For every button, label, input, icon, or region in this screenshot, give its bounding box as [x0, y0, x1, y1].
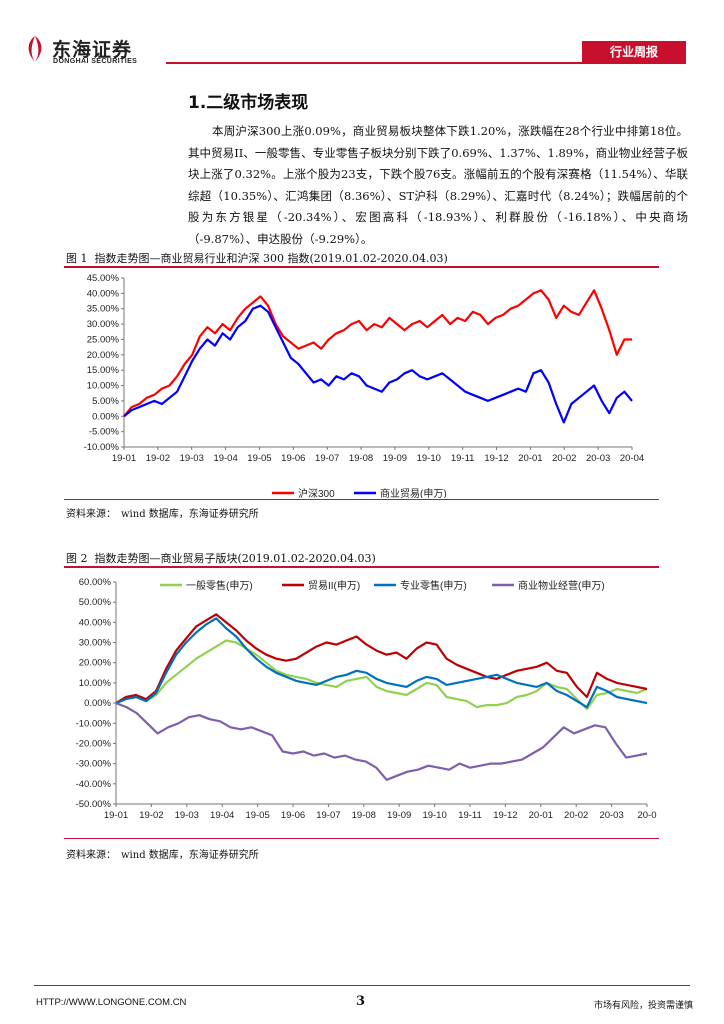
y-tick-label: 10.00%: [87, 381, 120, 392]
y-tick-label: 35.00%: [87, 304, 120, 315]
y-tick-label: 0.00%: [84, 698, 111, 709]
x-tick-label: 19-10: [422, 810, 446, 821]
x-tick-label: 20-01: [529, 810, 553, 821]
series-line-2: [115, 617, 648, 709]
x-tick-label: 19-01: [104, 810, 128, 821]
figure2-chart: -50.00% -40.00% -30.00% -20.00% -10.00% 0.00%…: [76, 577, 657, 821]
x-tick-label: 19-05: [245, 810, 269, 821]
x-tick-label: 19-05: [247, 453, 271, 464]
x-tick-label: 19-06: [281, 453, 305, 464]
x-tick-label: 19-07: [316, 810, 340, 821]
header: 东海证券 DONGHAI SECURITIES 行业周报: [0, 0, 724, 70]
x-tick-label: 20-04: [620, 453, 644, 464]
y-tick-label: 20.00%: [79, 658, 112, 669]
footer-disclaimer: 市场有风险，投资需谨慎: [594, 1001, 694, 1011]
x-tick-label: 20-02: [564, 810, 588, 821]
series-line-0: [115, 639, 648, 711]
figure1-bottom-rule: [64, 499, 659, 500]
legend-label: 沪深300: [298, 487, 335, 498]
figure1-title: 指数走势图—商业贸易行业和沪深 300 指数(2019.01.02-2020.0…: [94, 252, 448, 265]
series-line-1: [123, 304, 633, 424]
y-tick-label: 40.00%: [79, 617, 112, 628]
footer-rule: [34, 985, 690, 986]
y-tick-label: 50.00%: [79, 597, 112, 608]
section-title: 1.二级市场表现: [188, 93, 309, 113]
figure2-bottom-rule: [64, 838, 659, 839]
y-tick-label: 60.00%: [79, 577, 112, 588]
x-tick-label: 19-08: [352, 810, 376, 821]
y-tick-label: 5.00%: [92, 396, 119, 407]
legend-label: 商业物业经营(申万): [518, 579, 605, 592]
x-tick-label: 19-11: [458, 810, 482, 821]
legend-label: 商业贸易(申万): [380, 487, 447, 498]
y-tick-label: 15.00%: [87, 365, 120, 376]
x-tick-label: 19-04: [213, 453, 237, 464]
x-tick-label: 20-01: [518, 453, 542, 464]
x-tick-label: 19-10: [417, 453, 441, 464]
y-tick-label: -5.00%: [89, 427, 120, 438]
x-tick-label: 19-03: [175, 810, 199, 821]
x-tick-label: 20-02: [552, 453, 576, 464]
series-line-1: [115, 613, 648, 705]
x-tick-label: 20-03: [586, 453, 610, 464]
y-tick-label: 20.00%: [87, 350, 120, 361]
report-type-tag: 行业周报: [582, 41, 686, 63]
y-tick-label: -50.00%: [76, 799, 112, 810]
header-rule: [166, 62, 686, 64]
page-number: 3: [356, 994, 366, 1009]
x-tick-label: 19-02: [146, 453, 170, 464]
y-tick-label: 30.00%: [87, 319, 120, 330]
legend-label: 一般零售(申万): [186, 579, 253, 592]
donghai-logo-icon: [28, 36, 42, 62]
legend-label: 贸易II(申万): [308, 579, 360, 592]
x-tick-label: 19-02: [139, 810, 163, 821]
x-tick-label: 19-04: [210, 810, 234, 821]
x-tick-label: 19-01: [112, 453, 136, 464]
y-tick-label: -40.00%: [76, 779, 112, 790]
y-tick-label: 30.00%: [79, 638, 112, 649]
series-line-0: [123, 289, 632, 418]
figure1-top-rule: [64, 266, 659, 268]
y-tick-label: -30.00%: [76, 759, 112, 770]
x-tick-label: 19-03: [180, 453, 204, 464]
x-tick-label: 19-11: [451, 453, 475, 464]
figure1-label: 图 1: [66, 252, 88, 265]
y-tick-label: 45.00%: [87, 273, 120, 284]
figure2-source: 资料来源： wind 数据库，东海证券研究所: [66, 850, 259, 861]
x-tick-label: 19-12: [484, 453, 508, 464]
logo-chinese-name: 东海证券: [52, 39, 133, 61]
y-tick-label: 10.00%: [79, 678, 112, 689]
figure2-top-rule: [64, 566, 659, 568]
section-paragraph: 本周沪深300上涨0.09%，商业贸易板块整体下跌1.20%，涨跌幅在28个行业…: [188, 124, 688, 246]
series-line-3: [115, 702, 648, 781]
logo-english-name: DONGHAI SECURITIES: [53, 58, 138, 65]
x-tick-label: 20-03: [599, 810, 623, 821]
x-tick-label: 19-12: [493, 810, 517, 821]
x-tick-label: 20-0: [637, 810, 656, 821]
x-tick-label: 19-08: [349, 453, 373, 464]
figure2-label: 图 2: [66, 552, 88, 565]
y-tick-label: -20.00%: [76, 738, 112, 749]
footer-url[interactable]: HTTP://WWW.LONGONE.COM.CN: [36, 997, 187, 1008]
x-tick-label: 19-09: [383, 453, 407, 464]
figure1-caption: 图 1 指数走势图—商业贸易行业和沪深 300 指数(2019.01.02-20…: [66, 250, 448, 266]
y-tick-label: 25.00%: [87, 334, 120, 345]
x-tick-label: 19-09: [387, 810, 411, 821]
y-tick-label: 40.00%: [87, 288, 120, 299]
x-tick-label: 19-07: [315, 453, 339, 464]
y-tick-label: -10.00%: [84, 442, 120, 453]
x-tick-label: 19-06: [281, 810, 305, 821]
figure2-title: 指数走势图—商业贸易子版块(2019.01.02-2020.04.03): [94, 552, 376, 565]
figure1-source: 资料来源： wind 数据库，东海证券研究所: [66, 509, 259, 520]
legend-label: 专业零售(申万): [400, 579, 467, 592]
y-tick-label: -10.00%: [76, 718, 112, 729]
y-tick-label: 0.00%: [92, 411, 119, 422]
figure1-chart: -10.00% -5.00% 0.00% 5.00% 10.00% 15.00% 20.00…: [84, 273, 645, 498]
figure2-caption: 图 2 指数走势图—商业贸易子版块(2019.01.02-2020.04.03): [66, 550, 376, 566]
